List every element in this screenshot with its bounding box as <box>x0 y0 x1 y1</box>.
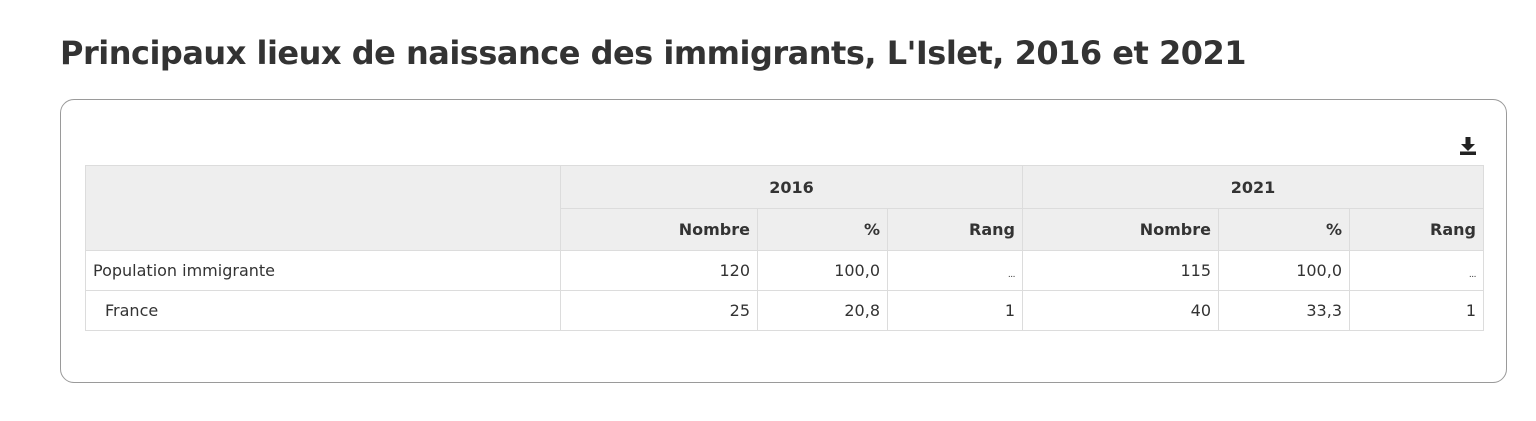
table-cell: 120 <box>560 250 758 291</box>
row-label: Population immigrante <box>85 250 561 291</box>
download-button[interactable] <box>1457 135 1479 157</box>
column-header: % <box>757 208 888 251</box>
table-cell: 100,0 <box>757 250 888 291</box>
row-label: France <box>85 290 561 331</box>
table-cell: ... <box>887 250 1023 291</box>
table-cell: ... <box>1349 250 1484 291</box>
not-applicable-symbol: ... <box>1007 270 1016 280</box>
column-header: Nombre <box>1022 208 1219 251</box>
column-header: % <box>1218 208 1350 251</box>
page-title: Principaux lieux de naissance des immigr… <box>60 34 1247 72</box>
not-applicable-symbol: ... <box>1468 270 1477 280</box>
table-cell: 115 <box>1022 250 1219 291</box>
table-cell: 25 <box>560 290 758 331</box>
birthplace-table: 2016 2021 Nombre % Rang Nombre % Rang Po… <box>85 165 1484 331</box>
column-header-row: Nombre % Rang Nombre % Rang <box>86 208 1484 251</box>
column-header: Nombre <box>560 208 758 251</box>
table-cell: 100,0 <box>1218 250 1350 291</box>
column-header: Rang <box>887 208 1023 251</box>
download-icon <box>1460 137 1476 155</box>
table-cell: 33,3 <box>1218 290 1350 331</box>
column-header: Rang <box>1349 208 1484 251</box>
year-header-2016: 2016 <box>560 165 1023 209</box>
row-label-header <box>85 165 561 251</box>
year-header-row: 2016 2021 <box>85 165 1484 251</box>
table-cell: 20,8 <box>757 290 888 331</box>
table-cell: 40 <box>1022 290 1219 331</box>
table-cell: 1 <box>887 290 1023 331</box>
table-cell: 1 <box>1349 290 1484 331</box>
table-row: Population immigrante 120 100,0 ... 115 … <box>85 250 1484 291</box>
year-header-2021: 2021 <box>1022 165 1484 209</box>
table-row: France 25 20,8 1 40 33,3 1 <box>85 290 1484 331</box>
